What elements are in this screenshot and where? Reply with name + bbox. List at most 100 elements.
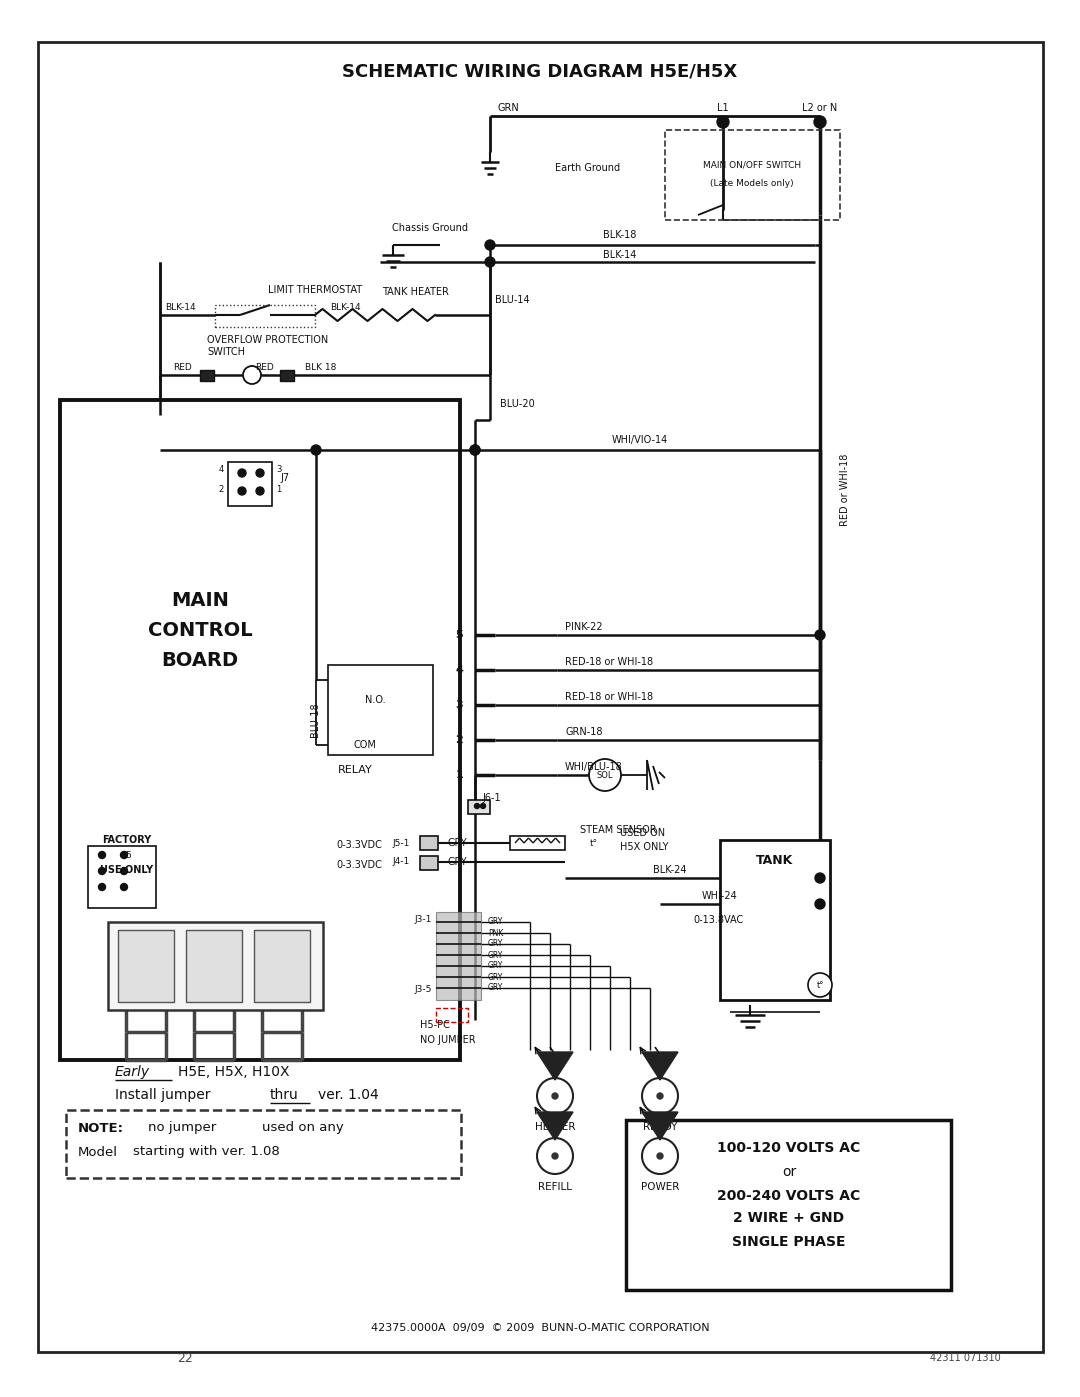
Circle shape bbox=[121, 868, 127, 875]
Text: 1: 1 bbox=[456, 770, 463, 780]
Text: USED ON: USED ON bbox=[620, 828, 665, 838]
Text: Earth Ground: Earth Ground bbox=[555, 163, 620, 173]
Text: SOL: SOL bbox=[597, 771, 613, 780]
Text: POWER: POWER bbox=[640, 1182, 679, 1192]
Circle shape bbox=[537, 1139, 573, 1173]
Text: 200-240 VOLTS AC: 200-240 VOLTS AC bbox=[717, 1189, 861, 1203]
Text: REFILL: REFILL bbox=[538, 1182, 572, 1192]
Text: t°: t° bbox=[816, 981, 824, 989]
Text: GRY: GRY bbox=[488, 961, 503, 971]
Polygon shape bbox=[642, 1112, 678, 1140]
Bar bbox=[66, 1111, 461, 1178]
Text: no jumper: no jumper bbox=[148, 1122, 216, 1134]
Text: NO JUMPER: NO JUMPER bbox=[420, 1035, 475, 1045]
Text: 3: 3 bbox=[276, 465, 282, 475]
Text: PNK: PNK bbox=[488, 929, 503, 937]
Text: 2: 2 bbox=[219, 486, 224, 495]
Bar bbox=[280, 370, 294, 381]
Text: SCHEMATIC WIRING DIAGRAM H5E/H5X: SCHEMATIC WIRING DIAGRAM H5E/H5X bbox=[342, 63, 738, 81]
Circle shape bbox=[470, 446, 480, 455]
Circle shape bbox=[238, 488, 246, 495]
Text: GRN-18: GRN-18 bbox=[565, 726, 603, 738]
Text: GRY: GRY bbox=[488, 918, 503, 926]
Text: GRY: GRY bbox=[447, 856, 467, 868]
Text: WHI/BLU-18: WHI/BLU-18 bbox=[565, 761, 623, 773]
Circle shape bbox=[552, 1092, 558, 1099]
Bar bbox=[60, 400, 460, 1060]
Text: L1: L1 bbox=[717, 103, 729, 113]
Text: H5X ONLY: H5X ONLY bbox=[620, 842, 669, 852]
Circle shape bbox=[485, 257, 495, 267]
Text: 3: 3 bbox=[456, 700, 463, 710]
Bar bbox=[228, 462, 272, 506]
Circle shape bbox=[98, 852, 106, 859]
Text: J6-1: J6-1 bbox=[482, 793, 501, 803]
Polygon shape bbox=[642, 1052, 678, 1080]
Text: N.O.: N.O. bbox=[365, 694, 386, 705]
Text: GRY: GRY bbox=[488, 940, 503, 949]
Text: BLU-14: BLU-14 bbox=[495, 295, 529, 305]
Text: WHI-24: WHI-24 bbox=[702, 891, 738, 901]
Circle shape bbox=[481, 803, 486, 809]
Text: READY: READY bbox=[643, 1122, 677, 1132]
Text: RED: RED bbox=[173, 363, 192, 373]
Text: BLK-14: BLK-14 bbox=[604, 250, 637, 260]
Bar bbox=[510, 835, 565, 849]
Text: 42311 071310: 42311 071310 bbox=[930, 1354, 1000, 1363]
Text: RED: RED bbox=[255, 363, 273, 373]
Bar bbox=[254, 930, 310, 1002]
Circle shape bbox=[470, 446, 480, 455]
Text: OVERFLOW PROTECTION: OVERFLOW PROTECTION bbox=[207, 335, 328, 345]
Text: GRY: GRY bbox=[447, 838, 467, 848]
Text: USE ONLY: USE ONLY bbox=[100, 865, 153, 875]
Bar bbox=[468, 800, 490, 814]
Text: t°: t° bbox=[590, 838, 598, 848]
Text: BLK-14: BLK-14 bbox=[165, 303, 195, 313]
Bar bbox=[720, 840, 831, 1000]
Text: TANK: TANK bbox=[756, 854, 794, 866]
Bar bbox=[215, 305, 315, 327]
Text: MAIN: MAIN bbox=[171, 591, 229, 609]
Text: 0-3.3VDC: 0-3.3VDC bbox=[336, 840, 382, 849]
Circle shape bbox=[642, 1139, 678, 1173]
Text: LIMIT THERMOSTAT: LIMIT THERMOSTAT bbox=[268, 285, 362, 295]
Text: RED-18 or WHI-18: RED-18 or WHI-18 bbox=[565, 657, 653, 666]
Text: J3-1: J3-1 bbox=[415, 915, 432, 925]
Circle shape bbox=[808, 972, 832, 997]
Bar bbox=[420, 835, 438, 849]
Text: BLK 18: BLK 18 bbox=[305, 363, 336, 373]
Text: 4: 4 bbox=[219, 465, 224, 475]
Circle shape bbox=[98, 868, 106, 875]
Text: or: or bbox=[782, 1165, 796, 1179]
Text: TANK HEATER: TANK HEATER bbox=[381, 286, 448, 298]
Text: GRY: GRY bbox=[488, 972, 503, 982]
Text: (Late Models only): (Late Models only) bbox=[711, 179, 794, 187]
Polygon shape bbox=[537, 1112, 573, 1140]
Text: Install jumper: Install jumper bbox=[114, 1088, 211, 1102]
Text: STEAM SENSOR: STEAM SENSOR bbox=[580, 826, 657, 835]
Text: GRY: GRY bbox=[488, 950, 503, 960]
Text: used on any: used on any bbox=[262, 1122, 343, 1134]
Bar bbox=[328, 665, 433, 754]
Circle shape bbox=[657, 1092, 663, 1099]
Text: RED-18 or WHI-18: RED-18 or WHI-18 bbox=[565, 692, 653, 703]
Text: BOARD: BOARD bbox=[161, 651, 239, 669]
Bar bbox=[108, 922, 323, 1010]
Circle shape bbox=[238, 469, 246, 476]
Bar bbox=[665, 130, 840, 219]
Circle shape bbox=[815, 873, 825, 883]
Circle shape bbox=[537, 1078, 573, 1113]
Text: ver. 1.04: ver. 1.04 bbox=[318, 1088, 379, 1102]
Text: RELAY: RELAY bbox=[338, 766, 373, 775]
Circle shape bbox=[657, 1153, 663, 1160]
Text: 0-3.3VDC: 0-3.3VDC bbox=[336, 861, 382, 870]
Text: BLK-14: BLK-14 bbox=[330, 303, 361, 313]
Text: 0-13.8VAC: 0-13.8VAC bbox=[693, 915, 743, 925]
Text: FACTORY: FACTORY bbox=[103, 835, 151, 845]
Circle shape bbox=[814, 116, 826, 129]
Text: Early: Early bbox=[114, 1065, 150, 1078]
Text: 100-120 VOLTS AC: 100-120 VOLTS AC bbox=[717, 1141, 861, 1155]
Circle shape bbox=[311, 446, 321, 455]
Bar bbox=[87, 847, 156, 908]
Text: Model: Model bbox=[78, 1146, 118, 1158]
